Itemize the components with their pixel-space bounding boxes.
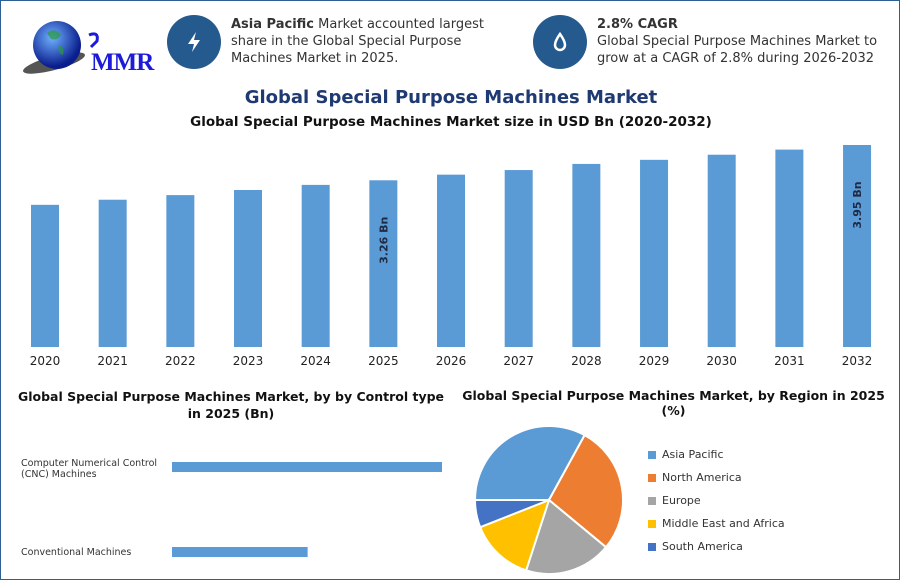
legend-swatch (648, 542, 656, 551)
legend-item: Europe (648, 494, 701, 507)
bar-2029 (640, 159, 669, 347)
legend-label: North America (662, 471, 742, 484)
info-card-text: 2.8% CAGR Global Special Purpose Machine… (597, 16, 883, 67)
bar-2032 (843, 145, 872, 347)
data-label-2032: 3.95 Bn (851, 181, 864, 228)
category-label-conventional: Conventional Machines (21, 547, 132, 558)
info-text: Market accounted largest share in the Gl… (231, 17, 484, 66)
pie-slice-asia-pacific (473, 425, 587, 501)
market-size-bar-chart: 3.26 Bn 3.95 Bn (31, 145, 872, 347)
bar-chart-title: Global Special Purpose Machines Market s… (190, 114, 712, 130)
mmr-logo: MMR (19, 15, 154, 77)
legend-item: North America (648, 471, 742, 484)
legend-item: Middle East and Africa (648, 517, 785, 530)
legend-swatch (648, 496, 656, 505)
x-tick-2031: 2031 (774, 354, 805, 368)
bar-2021 (98, 199, 127, 347)
data-label-2025: 3.26 Bn (377, 217, 390, 264)
bar-2025 (369, 180, 398, 347)
legend-swatch (648, 519, 656, 528)
bar-2023 (234, 190, 263, 347)
info-text: Global Special Purpose Machines Market t… (597, 34, 878, 66)
x-tick-2030: 2030 (706, 354, 737, 368)
hbar-1 (172, 547, 308, 557)
bar-2027 (504, 170, 533, 347)
region-chart-title: Global Special Purpose Machines Market, … (462, 388, 885, 418)
control-type-chart-title: Global Special Purpose Machines Market, … (17, 389, 445, 421)
legend-label: Asia Pacific (662, 448, 724, 461)
legend-label: Middle East and Africa (662, 517, 785, 530)
info-highlight: 2.8% CAGR (597, 17, 678, 32)
bar-2024 (301, 184, 330, 347)
bar-2022 (166, 195, 195, 347)
hbar-0 (172, 462, 442, 472)
x-tick-2026: 2026 (435, 354, 467, 368)
legend-item: Asia Pacific (648, 448, 724, 461)
x-tick-2023: 2023 (232, 354, 264, 368)
bar-2030 (707, 154, 736, 347)
x-tick-2028: 2028 (571, 354, 602, 368)
legend-label: Europe (662, 494, 701, 507)
legend-label: South America (662, 540, 743, 553)
x-tick-2027: 2027 (503, 354, 534, 368)
main-title: Global Special Purpose Machines Market (244, 87, 658, 108)
info-highlight: Asia Pacific (231, 17, 315, 32)
pie-slice-middle-east-and-africa (478, 498, 551, 572)
drop-icon (533, 15, 587, 69)
pie-slice-europe (524, 498, 608, 575)
legend-item: South America (648, 540, 743, 553)
info-card-cagr: 2.8% CAGR Global Special Purpose Machine… (533, 15, 883, 69)
x-tick-2024: 2024 (300, 354, 331, 368)
bar-2028 (572, 163, 601, 347)
control-type-bar-chart (172, 462, 442, 557)
logo-text: MMR (91, 49, 154, 76)
lightning-icon (167, 15, 221, 69)
bar-2020 (31, 204, 59, 347)
globe-icon (23, 21, 99, 74)
x-tick-2029: 2029 (638, 354, 670, 368)
info-card-text: Asia Pacific Market accounted largest sh… (231, 16, 517, 67)
legend-swatch (648, 473, 656, 482)
x-tick-2022: 2022 (165, 354, 196, 368)
x-tick-2020: 2020 (29, 354, 61, 368)
category-label-cnc: Computer Numerical Control (CNC) Machine… (21, 458, 158, 480)
x-tick-2025: 2025 (368, 354, 399, 368)
info-card-region: Asia Pacific Market accounted largest sh… (167, 15, 517, 69)
x-tick-2021: 2021 (97, 354, 128, 368)
bar-2031 (775, 149, 804, 347)
x-tick-2032: 2032 (841, 354, 873, 368)
bar-2026 (437, 174, 466, 347)
pie-slice-north-america (547, 433, 624, 549)
pie-slice-south-america (473, 499, 550, 529)
legend-swatch (648, 450, 656, 459)
